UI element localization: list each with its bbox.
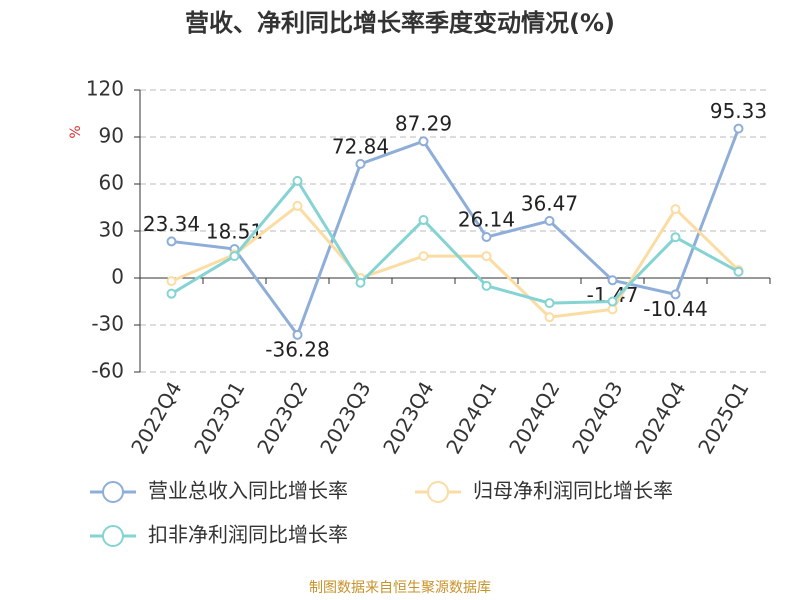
data-point [670,289,681,300]
data-label: -36.28 [265,337,329,361]
data-point [355,277,366,288]
data-label: 26.14 [458,208,515,232]
y-tick-label: 0 [111,265,124,289]
series-line [170,178,740,305]
data-point [481,232,492,243]
x-tick-label: 2024Q4 [630,377,690,458]
x-tick-label: 2023Q4 [378,377,438,458]
data-point [418,136,429,147]
data-point [229,251,240,262]
data-label: 36.47 [521,191,578,215]
data-point [292,200,303,211]
data-point [544,215,555,226]
data-point [670,204,681,215]
data-point [733,123,744,134]
legend-label: 归母净利润同比增长率 [473,479,673,503]
x-tick-label: 2024Q2 [504,377,564,458]
y-axis-label: % [68,125,84,138]
x-tick-label: 2023Q2 [252,377,312,458]
legend-marker [102,525,124,547]
data-point [607,275,618,286]
legend-marker [102,481,124,503]
data-point [481,251,492,262]
x-tick-label: 2024Q1 [441,377,501,458]
series-line [170,203,740,319]
y-tick-label: 30 [99,218,124,242]
data-point [670,232,681,243]
data-point [481,280,492,291]
data-point [166,276,177,287]
data-point [292,329,303,340]
x-tick-label: 2022Q4 [126,377,186,458]
data-point [292,175,303,186]
source-note: 制图数据来自恒生聚源数据库 [309,580,491,596]
y-tick-label: 120 [86,77,124,101]
data-label: 72.84 [332,134,389,158]
data-point [607,304,618,315]
data-point [544,312,555,323]
data-point [418,215,429,226]
legend-label: 扣非净利润同比增长率 [148,523,348,547]
data-point [733,266,744,277]
data-point [355,158,366,169]
y-tick-label: -30 [91,312,124,336]
data-point [607,296,618,307]
chart-title: 营收、净利同比增长率季度变动情况(%) [185,9,615,37]
y-tick-label: 90 [99,124,124,148]
x-tick-label: 2024Q3 [567,377,627,458]
data-point [166,236,177,247]
x-tick-label: 2023Q1 [189,377,249,458]
y-tick-label: 60 [99,171,124,195]
data-point [166,288,177,299]
legend-label: 营业总收入同比增长率 [148,479,348,503]
data-label: -10.44 [643,297,707,321]
data-point [544,298,555,309]
x-tick-label: 2023Q3 [315,377,375,458]
data-label: 95.33 [710,99,767,123]
series-line [171,128,740,338]
y-tick-label: -60 [91,359,124,383]
x-tick-label: 2025Q1 [693,377,753,458]
legend-marker [427,481,449,503]
data-label: 87.29 [395,112,452,136]
data-point [418,251,429,262]
data-label: 23.34 [143,212,200,236]
